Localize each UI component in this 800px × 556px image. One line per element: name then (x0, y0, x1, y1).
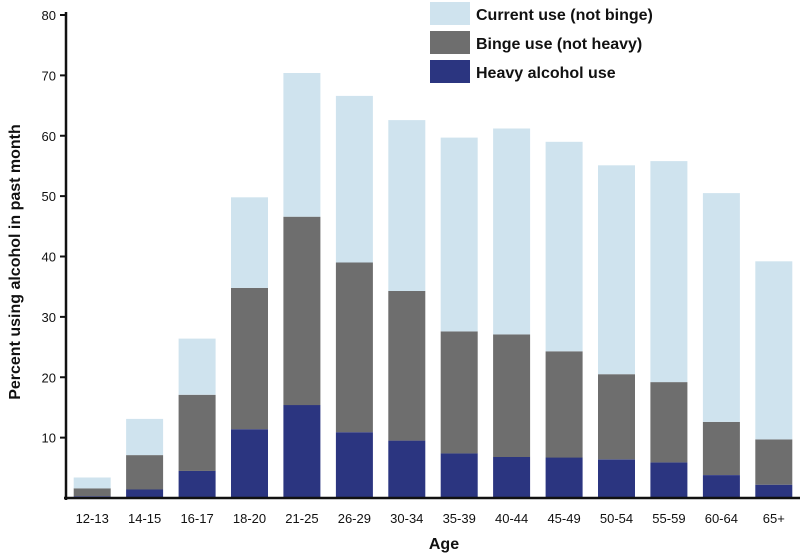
y-tick-label: 30 (42, 310, 56, 325)
x-tick-label: 18-20 (233, 511, 266, 526)
x-tick-label: 12-13 (76, 511, 109, 526)
bar-segment-binge-use-not-heavy-65+ (755, 439, 793, 485)
bar-segment-binge-use-not-heavy-16-17 (178, 394, 216, 471)
y-tick-label: 50 (42, 189, 56, 204)
bar-segment-heavy-alcohol-use-18-20 (231, 429, 268, 498)
y-axis: 10 20 30 40 50 60 70 80 (42, 8, 68, 500)
y-tick-label: 70 (42, 68, 56, 83)
bar-segment-binge-use-not-heavy-14-15 (126, 455, 164, 490)
legend: Current use (not binge) Binge use (not he… (430, 2, 653, 83)
bar-segment-heavy-alcohol-use-16-17 (178, 470, 216, 498)
x-tick-label: 30-34 (390, 511, 423, 526)
legend-swatch-current-use-not-binge (430, 2, 470, 25)
bar-segment-binge-use-not-heavy-21-25 (283, 216, 321, 406)
legend-label: Binge use (not heavy) (476, 36, 642, 53)
bar-segment-heavy-alcohol-use-35-39 (440, 453, 478, 498)
bar-segment-current-use-not-binge-18-20 (231, 197, 268, 288)
bar-segment-heavy-alcohol-use-30-34 (388, 440, 426, 498)
y-axis-title: Percent using alcohol in past month (7, 124, 24, 400)
bar-segment-heavy-alcohol-use-40-44 (493, 456, 531, 498)
y-tick-label: 20 (42, 370, 56, 385)
y-tick-label: 60 (42, 129, 56, 144)
y-tick-label: 10 (42, 431, 56, 446)
bar-segment-current-use-not-binge-55-59 (650, 161, 688, 383)
x-tick-label: 14-15 (128, 511, 161, 526)
bar-segment-current-use-not-binge-30-34 (388, 120, 426, 291)
x-tick-label: 60-64 (705, 511, 738, 526)
x-tick-label: 65+ (763, 511, 785, 526)
y-tick-label: 80 (42, 8, 56, 23)
x-tick-label: 26-29 (338, 511, 371, 526)
bar-segment-heavy-alcohol-use-65+ (755, 484, 793, 498)
bar-segment-current-use-not-binge-12-13 (73, 477, 111, 489)
bar-segment-current-use-not-binge-60-64 (702, 193, 740, 422)
bar-segment-heavy-alcohol-use-50-54 (598, 459, 635, 498)
bar-segment-current-use-not-binge-50-54 (598, 165, 635, 375)
legend-label: Heavy alcohol use (476, 65, 616, 82)
x-tick-label: 21-25 (285, 511, 318, 526)
bar-segment-heavy-alcohol-use-21-25 (283, 405, 321, 498)
legend-label: Current use (not binge) (476, 7, 653, 24)
x-axis: 12-13 14-15 16-17 18-20 21-25 26-29 30-34 35-39… (64, 496, 800, 526)
bar-segment-current-use-not-binge-14-15 (126, 418, 164, 456)
bar-segment-binge-use-not-heavy-55-59 (650, 382, 688, 463)
bar-segment-current-use-not-binge-26-29 (335, 95, 373, 263)
bar-segment-heavy-alcohol-use-14-15 (126, 489, 164, 498)
bar-segment-heavy-alcohol-use-26-29 (335, 432, 373, 498)
bar-segment-binge-use-not-heavy-30-34 (388, 290, 426, 441)
bar-segment-heavy-alcohol-use-60-64 (702, 475, 740, 498)
bar-segment-current-use-not-binge-21-25 (283, 73, 321, 217)
legend-swatch-binge-use-not-heavy (430, 31, 470, 54)
x-tick-label: 55-59 (652, 511, 685, 526)
bar-segment-binge-use-not-heavy-18-20 (231, 287, 268, 430)
bar-segment-current-use-not-binge-45-49 (545, 141, 583, 352)
y-tick-label: 40 (42, 250, 56, 265)
bar-segment-current-use-not-binge-35-39 (440, 137, 478, 332)
bar-segment-binge-use-not-heavy-60-64 (702, 421, 740, 475)
bar-segment-binge-use-not-heavy-40-44 (493, 334, 531, 457)
bar-segment-heavy-alcohol-use-55-59 (650, 462, 688, 498)
x-tick-label: 35-39 (443, 511, 476, 526)
x-axis-title: Age (429, 536, 459, 553)
bar-segment-binge-use-not-heavy-50-54 (598, 374, 635, 460)
bar-segment-heavy-alcohol-use-45-49 (545, 457, 583, 498)
x-tick-label: 45-49 (547, 511, 580, 526)
x-tick-label: 50-54 (600, 511, 633, 526)
legend-swatch-heavy-alcohol-use (430, 60, 470, 83)
bar-segment-binge-use-not-heavy-12-13 (73, 488, 111, 497)
x-tick-label: 40-44 (495, 511, 528, 526)
bar-segment-binge-use-not-heavy-26-29 (335, 262, 373, 433)
bar-segment-binge-use-not-heavy-35-39 (440, 331, 478, 454)
bar-segment-binge-use-not-heavy-45-49 (545, 351, 583, 458)
x-tick-label: 16-17 (180, 511, 213, 526)
bar-segment-current-use-not-binge-40-44 (493, 128, 531, 335)
bars (73, 73, 793, 498)
bar-segment-current-use-not-binge-16-17 (178, 338, 216, 395)
bar-segment-current-use-not-binge-65+ (755, 261, 793, 440)
